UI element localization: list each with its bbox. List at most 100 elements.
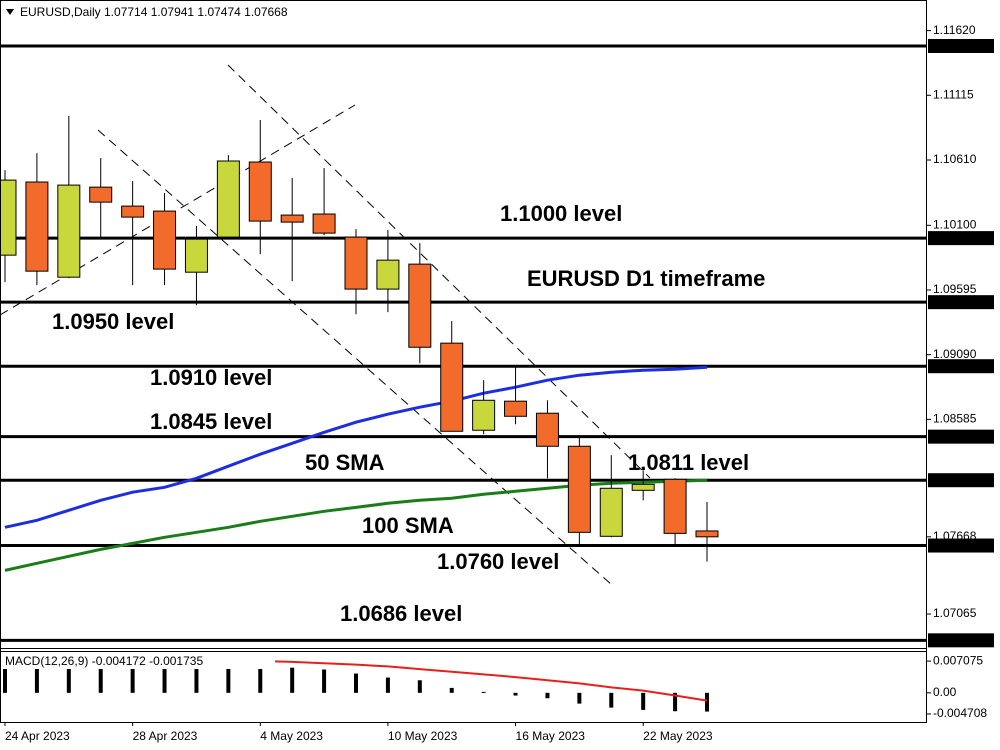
- candle-body: [0, 179, 17, 256]
- macd-bar: [705, 692, 709, 712]
- macd-title: MACD(12,26,9) -0.004172 -0.001735: [5, 654, 203, 668]
- annotation: 1.0811 level: [628, 450, 749, 475]
- candle-body: [599, 487, 623, 537]
- y-tick-label: -0.004708: [933, 706, 987, 720]
- macd-bar: [98, 660, 103, 693]
- macd-bar: [66, 660, 71, 693]
- y-tick-label: 1.09595: [933, 282, 977, 296]
- annotation: 1.0686 level: [340, 601, 462, 626]
- y-tick-label: 1.10610: [933, 152, 977, 166]
- series-label: 100 SMA: [362, 513, 454, 538]
- candle-body: [312, 213, 336, 234]
- macd-bar: [577, 692, 582, 704]
- annotation: 1.0950 level: [52, 309, 174, 334]
- y-tick-label: 0.007075: [933, 653, 983, 667]
- level-label-box: [928, 359, 994, 374]
- candle-body: [280, 214, 304, 223]
- candle-body: [89, 186, 113, 203]
- level-label: 1.08110: [931, 473, 974, 487]
- x-tick-label: 24 Apr 2023: [5, 729, 70, 743]
- trend-line: [227, 64, 651, 479]
- macd-bar: [34, 660, 39, 693]
- level-label: 1.11500: [931, 39, 974, 53]
- candle-body: [344, 236, 368, 290]
- macd-bar: [641, 692, 646, 710]
- level-label-box: [928, 633, 994, 648]
- trend-channel: [0, 64, 651, 586]
- candle-body: [631, 483, 655, 491]
- annotation: 1.1000 level: [500, 201, 622, 226]
- candle-body: [184, 238, 208, 273]
- macd-bar: [449, 687, 454, 693]
- macd-title-bg: [3, 654, 275, 669]
- annotation: EURUSD D1 timeframe: [527, 266, 765, 291]
- x-tick-label: 10 May 2023: [388, 729, 458, 743]
- level-label-box: [928, 538, 994, 553]
- level-label: 1.06860: [931, 633, 975, 647]
- macd-bar: [673, 692, 678, 712]
- frame: [0, 0, 927, 723]
- y-tick-label: 1.09090: [933, 347, 977, 361]
- y-tick-label: 1.07065: [933, 606, 977, 620]
- candle-body: [472, 399, 496, 431]
- y-tick-label: 1.11115: [933, 87, 974, 101]
- macd-bar: [513, 692, 518, 696]
- macd-bar: [290, 667, 295, 693]
- candle-body: [663, 478, 687, 534]
- candle-body: [216, 160, 240, 238]
- chart-header: EURUSD,Daily 1.07714 1.07941 1.07474 1.0…: [20, 5, 288, 19]
- annotation: 1.0845 level: [150, 409, 272, 434]
- candle-body: [504, 400, 528, 417]
- candle-body: [440, 342, 464, 432]
- x-tick-label: 28 Apr 2023: [133, 729, 198, 743]
- candle-body: [408, 263, 432, 348]
- plot-area: [0, 44, 927, 712]
- candle-body: [535, 412, 559, 447]
- level-label: 1.07600: [931, 538, 975, 552]
- macd-bar: [3, 661, 7, 693]
- annotation: 1.0760 level: [437, 549, 559, 574]
- level-label-box: [928, 429, 994, 444]
- sma-line: [4, 365, 708, 529]
- candle-body: [248, 161, 272, 222]
- candle-body: [25, 181, 49, 272]
- macd-bar: [322, 669, 327, 693]
- macd-bar: [226, 661, 231, 693]
- macd-bar: [417, 680, 422, 693]
- level-label: 1.09500: [931, 295, 975, 309]
- candle-body: [121, 205, 145, 218]
- y-tick-label: 1.11620: [933, 23, 976, 37]
- trend-line: [0, 104, 356, 316]
- level-label-box: [928, 473, 994, 488]
- candle-body: [153, 210, 177, 270]
- macd-bar: [258, 664, 263, 693]
- macd-bar: [481, 691, 486, 693]
- trend-line: [97, 129, 613, 586]
- candle-body: [57, 184, 81, 278]
- candle-body: [567, 445, 591, 533]
- y-tick-label: 1.10100: [933, 217, 977, 231]
- plot-border: [0, 0, 927, 723]
- macd-bar: [609, 692, 614, 708]
- macd-bar: [385, 677, 390, 693]
- level-label-box: [928, 231, 994, 246]
- level-label: 1.09000: [931, 359, 975, 373]
- macd-bar: [194, 662, 199, 693]
- annotation: 1.0910 level: [150, 365, 272, 390]
- macd-bar: [545, 692, 550, 699]
- level-label-box: [928, 38, 994, 53]
- series-label: 50 SMA: [305, 450, 385, 475]
- x-tick-label: 22 May 2023: [643, 729, 713, 743]
- candle-body: [376, 259, 400, 290]
- macd-bar: [354, 673, 358, 693]
- level-label: 1.08450: [931, 429, 975, 443]
- macd-bar: [162, 661, 167, 693]
- level-label-box: [928, 295, 994, 310]
- macd-bar: [130, 661, 135, 693]
- y-tick-label: 0.00: [933, 685, 957, 699]
- candle-body: [695, 530, 719, 538]
- y-tick-label: 1.08585: [933, 412, 977, 426]
- level-label: 1.10000: [931, 231, 975, 245]
